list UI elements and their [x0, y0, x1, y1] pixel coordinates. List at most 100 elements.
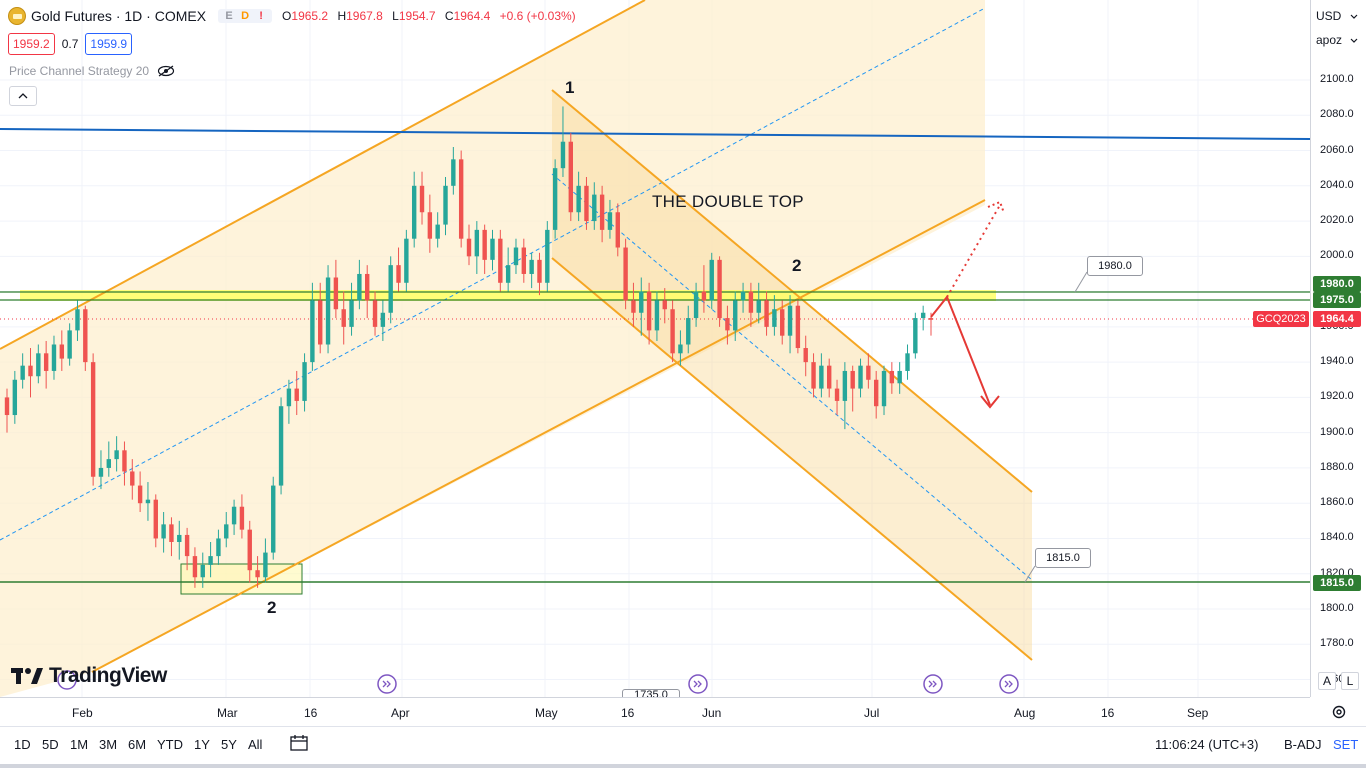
candle-body	[271, 485, 276, 553]
unit-select[interactable]: apoz	[1314, 30, 1360, 50]
chevron-down-icon	[1350, 38, 1358, 43]
candle-body	[388, 265, 393, 313]
range-button-1m[interactable]: 1M	[70, 737, 89, 752]
gear-icon[interactable]	[1330, 703, 1348, 721]
log-scale-button[interactable]: L	[1341, 672, 1359, 690]
candle-body	[294, 388, 299, 401]
range-button-5y[interactable]: 5Y	[221, 737, 237, 752]
session-toggle[interactable]: SET	[1333, 737, 1359, 752]
time-axis[interactable]	[0, 697, 1310, 725]
candle-body	[310, 300, 315, 363]
range-button-6m[interactable]: 6M	[128, 737, 147, 752]
clock-readout[interactable]: 11:06:24 (UTC+3)	[1155, 737, 1259, 752]
calendar-range-icon[interactable]	[289, 734, 309, 752]
peak-2-label[interactable]: 2	[792, 256, 802, 275]
time-tick-label: Aug	[1014, 706, 1036, 720]
candle-body	[231, 506, 237, 525]
candle-body	[302, 362, 307, 401]
range-button-all[interactable]: All	[248, 737, 263, 752]
candle	[920, 305, 926, 331]
range-button-5d[interactable]: 5D	[42, 737, 59, 752]
double-top-label[interactable]: THE DOUBLE TOP	[652, 192, 804, 211]
candle	[153, 494, 158, 548]
candle-body	[474, 229, 480, 257]
symbol-title[interactable]: Gold Futures · 1D · COMEX	[31, 8, 207, 24]
candle	[819, 353, 824, 398]
range-button-ytd[interactable]: YTD	[157, 737, 183, 752]
candle	[576, 171, 581, 222]
price-tick-label: 1840.0	[1320, 531, 1354, 544]
candle-body	[161, 524, 166, 539]
candle	[67, 323, 72, 366]
indicator-name[interactable]: Price Channel Strategy 20	[9, 64, 150, 78]
symbol-legend[interactable]: Gold Futures · 1D · COMEX E D ! O1965.2 …	[8, 6, 582, 26]
candle-body	[513, 247, 519, 266]
candle-body	[200, 564, 205, 578]
currency-select[interactable]: USD	[1314, 6, 1360, 26]
candle	[498, 229, 503, 292]
candle-body	[208, 556, 213, 565]
sell-price-button[interactable]: 1959.2	[8, 33, 55, 55]
drawing-lines	[0, 0, 1310, 673]
callout-1815-connector	[1024, 565, 1036, 583]
l-value: 1954.7	[398, 9, 436, 23]
time-tick-label: Sep	[1187, 706, 1209, 720]
bottom-2-label[interactable]: 2	[267, 598, 277, 617]
candle-body	[764, 300, 769, 327]
adjustment-toggle[interactable]: B-ADJ	[1284, 737, 1322, 752]
event-marker-icon	[688, 674, 708, 694]
candle-body	[36, 353, 41, 377]
auto-scale-button[interactable]: A	[1318, 672, 1336, 690]
candle-body	[537, 259, 542, 283]
price-chart[interactable]	[0, 0, 1310, 697]
candle	[701, 265, 707, 313]
candle	[192, 547, 198, 588]
candle-body	[130, 471, 135, 486]
eye-hidden-icon[interactable]	[157, 65, 175, 77]
candle-body	[905, 353, 910, 371]
badge-warning[interactable]: !	[259, 10, 263, 22]
candle-body	[576, 185, 581, 213]
candle-body	[607, 212, 613, 230]
callout-1980[interactable]: 1980.0	[1087, 256, 1143, 276]
price-label-1975: 1975.0	[1313, 292, 1361, 308]
candle-body	[505, 265, 511, 283]
candle	[458, 150, 464, 248]
candle	[568, 132, 573, 222]
candle-body	[341, 309, 346, 327]
collapse-legend-button[interactable]	[9, 86, 37, 106]
candle-body	[239, 506, 245, 530]
price-axis[interactable]	[1310, 0, 1366, 697]
range-button-3m[interactable]: 3M	[99, 737, 118, 752]
candle-body	[28, 365, 33, 377]
status-badges[interactable]: E D !	[218, 9, 273, 23]
buy-price-button[interactable]: 1959.9	[85, 33, 133, 55]
candle	[866, 353, 871, 389]
candle	[161, 512, 166, 553]
candle	[466, 224, 472, 266]
chevron-up-icon	[18, 93, 28, 99]
candle	[435, 212, 440, 248]
candle	[404, 229, 409, 292]
candle-body	[490, 238, 495, 260]
candle	[357, 259, 362, 310]
candle-body	[889, 370, 895, 384]
callout-hidden[interactable]: 1735.0	[622, 689, 680, 699]
callout-1980-text: 1980.0	[1098, 260, 1132, 272]
peak-1-label[interactable]: 1	[565, 78, 575, 97]
ascending-channel-median	[0, 7, 986, 541]
time-tick-label: Mar	[217, 706, 238, 720]
candle-body	[380, 312, 386, 327]
range-button-1d[interactable]: 1D	[14, 737, 31, 752]
callout-1815[interactable]: 1815.0	[1035, 548, 1091, 568]
candle-body	[114, 450, 119, 460]
candle-body	[12, 379, 18, 416]
indicator-legend[interactable]: Price Channel Strategy 20	[9, 64, 175, 78]
badge-d[interactable]: D	[241, 10, 250, 22]
badge-e[interactable]: E	[225, 10, 233, 22]
candle-body	[928, 318, 934, 320]
range-button-1y[interactable]: 1Y	[194, 737, 210, 752]
callout-1815-text: 1815.0	[1046, 552, 1080, 564]
candle-body	[686, 318, 691, 345]
tradingview-logo[interactable]: TradingView	[11, 664, 167, 688]
